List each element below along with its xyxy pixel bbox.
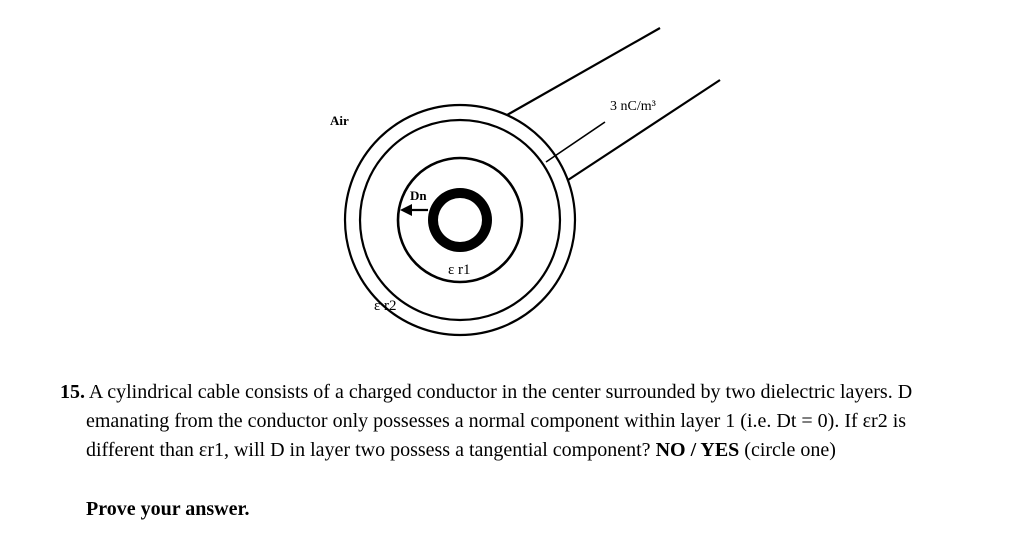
- tangent-line-lower: [568, 80, 720, 180]
- dn-label: Dn: [410, 188, 427, 203]
- outer-circle-inner: [360, 120, 560, 320]
- air-label: Air: [330, 113, 349, 128]
- prove-your-answer: Prove your answer.: [86, 498, 250, 521]
- question-line-3a: different than εr1, will D in layer two …: [86, 439, 656, 461]
- charge-density-label: 3 nC/m³: [610, 99, 656, 114]
- er2-label: ε r2: [374, 298, 397, 314]
- question-line-1: A cylindrical cable consists of a charge…: [89, 381, 912, 403]
- answer-options[interactable]: NO / YES: [656, 439, 740, 461]
- question-15: 15. A cylindrical cable consists of a ch…: [60, 378, 960, 465]
- er1-label: ε r1: [448, 262, 471, 278]
- charge-leader-line: [546, 122, 605, 162]
- figure-cylindrical-cable: Air 3 nC/m³ Dn ε r1 ε r2: [250, 10, 770, 360]
- question-number: 15.: [60, 381, 85, 403]
- dn-arrow-head: [400, 204, 412, 216]
- question-line-3b: (circle one): [739, 439, 836, 461]
- page: Air 3 nC/m³ Dn ε r1 ε r2 15. A cylindric…: [0, 0, 1009, 547]
- conductor-ring: [428, 188, 492, 252]
- cable-cross-section-svg: Air 3 nC/m³ Dn ε r1 ε r2: [250, 10, 770, 360]
- question-line-2: emanating from the conductor only posses…: [86, 410, 906, 432]
